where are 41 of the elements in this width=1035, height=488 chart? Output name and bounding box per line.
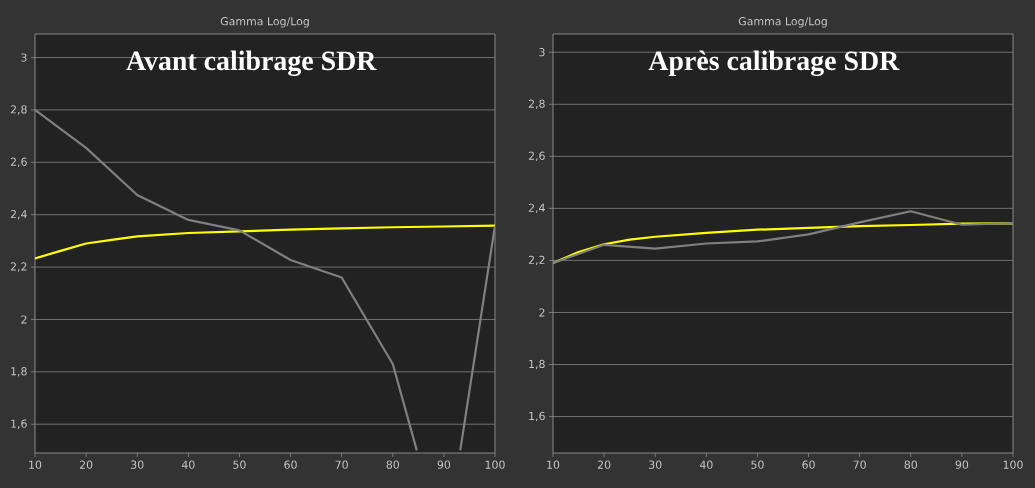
y-tick-label: 2,6 [10, 157, 27, 168]
line-series [35, 224, 495, 260]
chart-title: Gamma Log/Log [220, 17, 309, 28]
x-tick-label: 10 [547, 460, 560, 469]
x-tick-label: 80 [904, 460, 918, 469]
y-tick-label: 2 [21, 315, 27, 324]
y-tick-label: 2,6 [528, 151, 545, 162]
x-tick-label: 40 [699, 460, 713, 469]
chart-title: Gamma Log/Log [738, 17, 827, 28]
y-tick-label: 1,8 [11, 367, 27, 377]
text: Après calibrage SDR [648, 50, 900, 77]
x-tick-label: 80 [386, 460, 400, 469]
x-tick-label: 50 [751, 460, 764, 469]
y-tick-label: 2,8 [528, 99, 545, 109]
x-tick-label: 20 [79, 460, 93, 469]
x-tick-label: 40 [181, 460, 195, 469]
y-tick-label: 1,6 [529, 411, 545, 422]
text: Avant calibrage SDR [126, 50, 377, 77]
y-tick-label: 2,8 [10, 105, 27, 115]
x-tick-label: 50 [233, 460, 246, 469]
x-tick-label: 10 [29, 460, 42, 469]
x-tick-label: 90 [955, 460, 969, 469]
x-tick-label: 20 [597, 460, 611, 469]
y-tick-label: 3 [21, 53, 27, 62]
x-tick-label: 30 [131, 460, 144, 469]
x-tick-label: 100 [485, 460, 505, 469]
y-tick-label: 2,2 [528, 255, 545, 266]
y-tick-label: 3 [539, 48, 545, 57]
x-tick-label: 90 [437, 460, 451, 469]
y-tick-label: 2,4 [528, 203, 545, 214]
y-tick-label: 1,8 [529, 359, 545, 370]
x-tick-label: 30 [649, 460, 662, 469]
y-tick-label: 2,4 [10, 210, 27, 220]
x-tick-label: 100 [1003, 460, 1023, 469]
y-tick-label: 1,6 [11, 419, 27, 429]
y-tick-label: 2,2 [10, 262, 27, 272]
x-tick-label: 70 [853, 460, 866, 469]
x-tick-label: 60 [284, 460, 297, 469]
y-tick-label: 2 [539, 308, 545, 317]
x-tick-label: 70 [335, 460, 348, 469]
x-tick-label: 60 [802, 460, 815, 469]
